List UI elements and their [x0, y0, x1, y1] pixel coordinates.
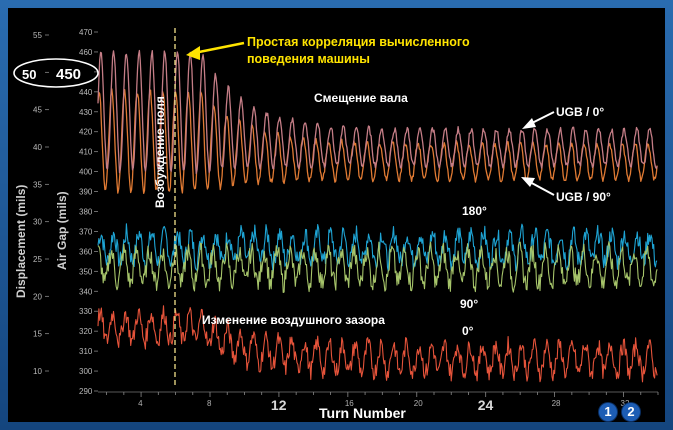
- x-axis-label: Turn Number: [319, 405, 406, 421]
- y-tick-airgap: 410: [79, 148, 93, 157]
- x-tick-minor: 8: [207, 399, 212, 408]
- y-tick-airgap: 330: [79, 307, 93, 316]
- y-tick-airgap: 430: [79, 108, 93, 117]
- y-tick-airgap: 350: [79, 267, 93, 276]
- y-tick-displacement: 40: [33, 143, 42, 152]
- y-tick-airgap: 470: [79, 28, 93, 37]
- badge-1[interactable]: 1: [599, 403, 617, 421]
- highlight-right-value: 450: [56, 66, 81, 83]
- x-tick-minor: 20: [414, 399, 423, 408]
- annotation-correlation-arrowhead: [186, 46, 200, 60]
- y-tick-displacement: 55: [33, 31, 42, 40]
- y-tick-airgap: 390: [79, 188, 93, 197]
- y-axis-label-airgap: Air Gap (mils): [55, 191, 69, 270]
- y-tick-airgap: 360: [79, 247, 93, 256]
- annotation-correlation-line1: Простая корреляция вычисленного: [247, 35, 470, 49]
- y-axis-label-displacement: Displacement (mils): [14, 185, 28, 298]
- y-tick-displacement: 10: [33, 367, 42, 376]
- annotation-correlation-arrow: [193, 41, 245, 55]
- y-tick-displacement: 35: [33, 180, 42, 189]
- y-tick-displacement: 45: [33, 106, 42, 115]
- series-90-line: [97, 241, 658, 294]
- y-tick-displacement: 15: [33, 330, 42, 339]
- y-tick-airgap: 460: [79, 48, 93, 57]
- y-tick-airgap: 440: [79, 88, 93, 97]
- annotation-ugb-90-arrowhead: [521, 177, 535, 187]
- y-tick-airgap: 340: [79, 287, 93, 296]
- y-tick-airgap: 400: [79, 168, 93, 177]
- annotation-correlation-line2: поведения машины: [247, 52, 370, 66]
- annotation-180: 180°: [462, 204, 487, 218]
- y-tick-airgap: 310: [79, 347, 93, 356]
- y-tick-airgap: 300: [79, 367, 93, 376]
- annotation-ugb-90-arrow: [527, 180, 555, 196]
- highlight-left-value: 50: [22, 67, 36, 82]
- annotation-ugb-0-arrowhead: [522, 118, 536, 129]
- y-tick-airgap: 380: [79, 208, 93, 217]
- annotation-0: 0°: [462, 324, 474, 338]
- x-tick-major: 12: [271, 397, 287, 413]
- x-tick-minor: 16: [345, 399, 354, 408]
- y-tick-displacement: 25: [33, 255, 42, 264]
- highlight-oval: [13, 58, 99, 88]
- annotation-airgap-change: Изменение воздушного зазора: [202, 313, 385, 327]
- y-tick-airgap: 290: [79, 387, 93, 396]
- field-excitation-label: Возбуждение поля: [153, 96, 167, 208]
- y-tick-displacement: 30: [33, 218, 42, 227]
- y-tick-airgap: 370: [79, 227, 93, 236]
- series-ugb0-line: [97, 49, 658, 175]
- y-tick-displacement: 20: [33, 292, 42, 301]
- annotation-ugb-0: UGB / 0°: [556, 105, 604, 119]
- y-tick-airgap: 320: [79, 327, 93, 336]
- badge-2[interactable]: 2: [622, 403, 640, 421]
- y-tick-airgap: 420: [79, 128, 93, 137]
- annotation-ugb-90: UGB / 90°: [556, 190, 611, 204]
- x-tick-minor: 4: [138, 399, 143, 408]
- annotation-90: 90°: [460, 297, 478, 311]
- annotation-shaft-displacement: Смещение вала: [314, 91, 408, 105]
- line-chart: 4704604504404304204104003903803703603503…: [13, 28, 659, 421]
- x-tick-minor: 28: [552, 399, 561, 408]
- plot-area: 4704604504404304204104003903803703603503…: [8, 8, 665, 422]
- x-tick-major: 24: [478, 397, 494, 413]
- series-0-line: [97, 305, 658, 383]
